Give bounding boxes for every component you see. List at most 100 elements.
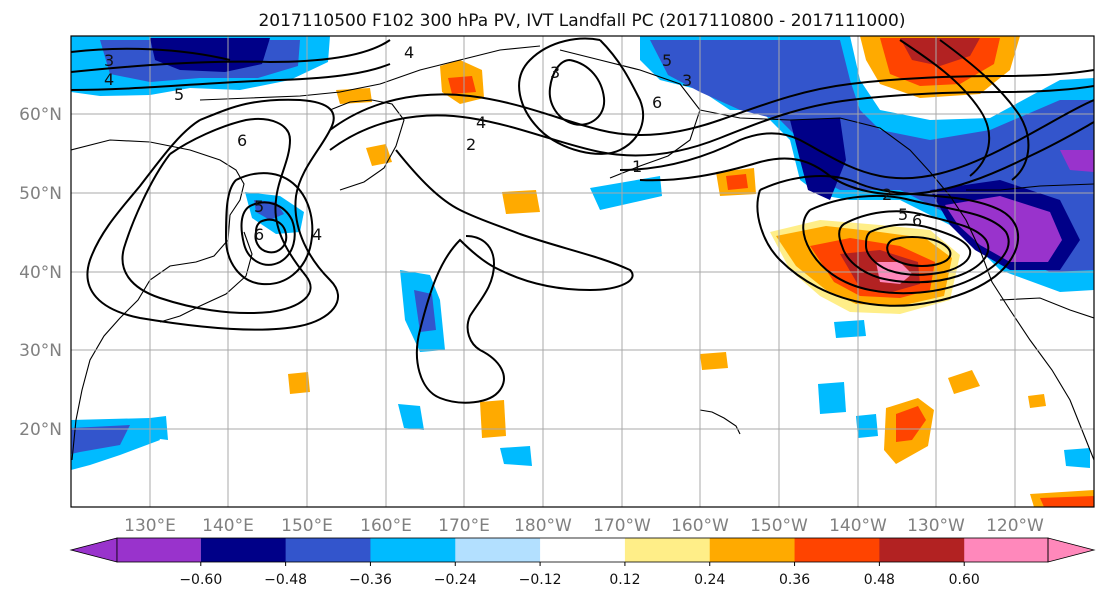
colorbar-tick-label: 0.24 [694, 572, 725, 588]
colorbar-ticks: −0.60 −0.48 −0.36 −0.24 −0.12 0.12 0.24 0.36 0.4… [179, 562, 980, 588]
lon-label-180w: 180°W [514, 516, 572, 536]
contour-label: 4 [476, 113, 486, 132]
shade-negative-175w-small [500, 446, 532, 466]
colorbar-tick-label: −0.24 [434, 572, 477, 588]
shade-negative-145w-small [818, 382, 846, 414]
contour-ne-high-2 [548, 59, 606, 126]
colorbar-tick-label: 0.36 [779, 572, 810, 588]
colorbar-bin [117, 538, 201, 562]
border-us-canada [966, 183, 1094, 191]
lon-label-160w: 160°W [671, 516, 729, 536]
contour-cutoff-1 [756, 175, 1019, 307]
lon-label-170w: 170°W [593, 516, 651, 536]
shade-positive-150e-small [288, 372, 310, 394]
shade-positive-160w-small [700, 352, 728, 370]
contour-label: 2 [466, 135, 476, 154]
shade-positive-bering-core [448, 76, 476, 94]
gridlines [71, 36, 1094, 507]
colorbar-bin [370, 538, 456, 562]
latitude-labels: 60°N 50°N 40°N 30°N 20°N [19, 105, 62, 440]
contour-ne-high [518, 37, 645, 155]
contour-label: 6 [912, 211, 922, 230]
colorbar-tick-label: −0.12 [519, 572, 562, 588]
contour-cutoff-3 [838, 210, 990, 284]
colorbar-bins [69, 537, 1096, 563]
contour-label: 3 [550, 63, 560, 82]
colorbar-bin [794, 538, 880, 562]
colorbar-tick-label: 0.60 [949, 572, 980, 588]
contour-4 [71, 39, 391, 73]
colorbar-tick-label: 0.48 [864, 572, 895, 588]
lon-label-120w: 120°W [986, 516, 1044, 536]
shade-positive-se-corner-core [1040, 496, 1094, 507]
lon-label-150w: 150°W [750, 516, 808, 536]
colorbar-bin [709, 538, 796, 562]
lat-label-30n: 30°N [19, 341, 62, 361]
colorbar-extend-high [1047, 537, 1096, 563]
longitude-labels: 130°E 140°E 150°E 160°E 170°E 180°W 170°… [124, 516, 1044, 536]
contour-cutoff-2 [802, 194, 1010, 295]
shade-negative-135w-small [856, 414, 878, 438]
map-frame [70, 35, 1095, 508]
contour-trough-180 [395, 149, 634, 404]
contour-ring-asia-1 [86, 98, 340, 331]
contour-ring-asia-4 [240, 201, 296, 266]
colorbar-bin [200, 538, 287, 562]
colorbar-tick-label: −0.36 [349, 572, 392, 588]
lat-label-20n: 20°N [19, 420, 62, 440]
lon-label-150e: 150°E [281, 516, 333, 536]
contour-label: 1 [632, 157, 642, 176]
coast-asia [71, 139, 245, 461]
lat-label-40n: 40°N [19, 263, 62, 283]
contour-ring-asia-2 [121, 118, 312, 315]
colorbar-frame [116, 537, 1049, 563]
colorbar-tick-label: −0.60 [179, 572, 222, 588]
shade-negative-sw-core [71, 425, 130, 454]
shade-positive-kamchatka [336, 88, 372, 104]
contour-label: 5 [898, 205, 908, 224]
pv-contours [71, 37, 1094, 404]
coast-alaska-gulf [699, 109, 931, 173]
contour-na-ridge-2 [939, 39, 1030, 181]
shade-negative-ne-corner [1060, 150, 1094, 172]
contour-label: 6 [652, 93, 662, 112]
contour-label: 5 [662, 51, 672, 70]
contour-label: 3 [104, 51, 114, 70]
shade-positive-175e-small [480, 400, 506, 438]
colorbar-bin [540, 538, 626, 562]
colorbar: −0.60 −0.48 −0.36 −0.24 −0.12 0.12 0.24 0.36 0.4… [69, 537, 1096, 588]
coast-japan [159, 231, 253, 323]
contour-label: 4 [312, 225, 322, 244]
lon-label-130w: 130°W [907, 516, 965, 536]
contour-label: 2 [882, 185, 892, 204]
lon-label-140e: 140°E [202, 516, 254, 536]
map-title: 2017110500 F102 300 hPa PV, IVT Landfall… [258, 11, 905, 31]
shade-positive-165e [502, 190, 540, 214]
contour-label: 4 [104, 70, 114, 89]
colorbar-tick-label: −0.48 [264, 572, 307, 588]
contour-na-ridge [899, 39, 991, 177]
colorbar-extend-low [69, 537, 118, 563]
lat-label-50n: 50°N [19, 184, 62, 204]
lon-label-160e: 160°E [360, 516, 412, 536]
contour-long-wave-3 [619, 99, 1094, 180]
lon-label-140w: 140°W [829, 516, 887, 536]
colorbar-bin [285, 538, 371, 562]
contour-label: 6 [237, 131, 247, 150]
contour-label: 5 [254, 197, 264, 216]
shade-positive-120w-small [1028, 394, 1046, 408]
contour-cutoff-4 [864, 223, 972, 276]
colorbar-bin [964, 538, 1048, 562]
shade-positive-155w-core [726, 174, 748, 190]
colorbar-bin [455, 538, 541, 562]
contour-central-wave [329, 69, 1094, 136]
shade-positive-125w [948, 370, 980, 394]
contour-label: 3 [682, 71, 692, 90]
shade-negative-gulf [790, 118, 846, 200]
contour-labels: 3 4 5 6 5 6 4 2 1 4 6 5 3 2 5 6 4 3 [104, 43, 922, 244]
map-panel: 3 4 5 6 5 6 4 2 1 4 6 5 3 2 5 6 4 3 [70, 35, 1095, 508]
contour-ring-asia-5 [254, 218, 288, 254]
contour-label: 6 [254, 225, 264, 244]
contour-label: 4 [404, 43, 414, 62]
